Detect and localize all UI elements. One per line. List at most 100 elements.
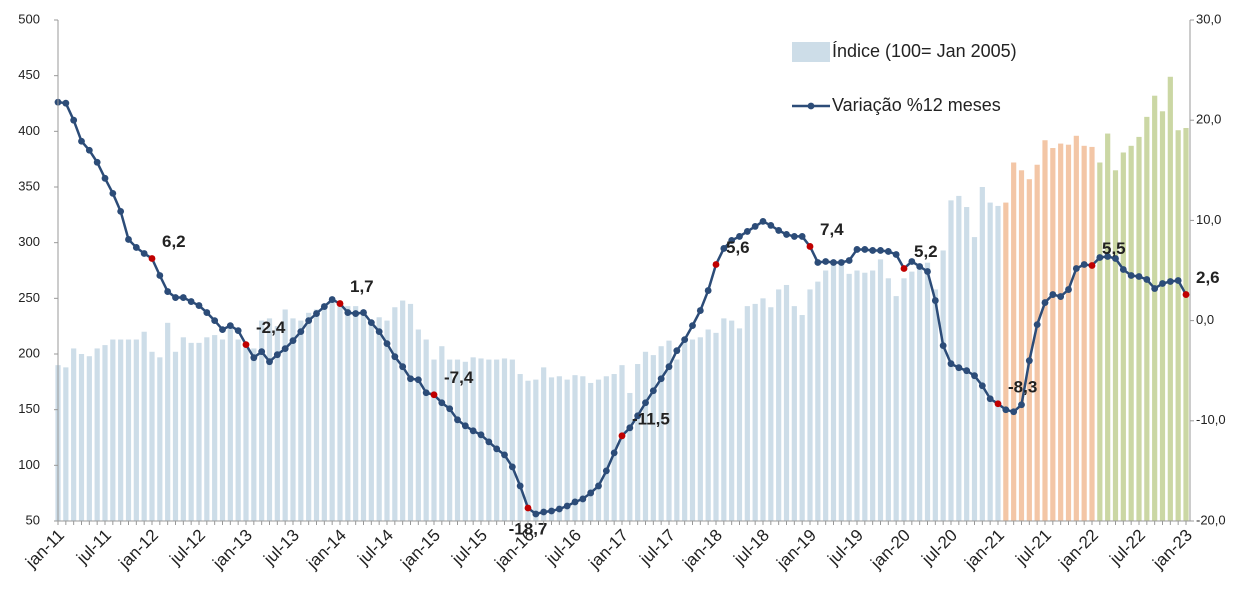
- x-tick-label: jan-18: [678, 526, 726, 574]
- marker: [1166, 278, 1174, 285]
- marker: [469, 427, 477, 435]
- data-label: 5,5: [1102, 239, 1126, 258]
- y-tick-label: 250: [18, 290, 40, 305]
- bar: [1175, 130, 1181, 521]
- marker: [1174, 277, 1182, 284]
- marker: [649, 387, 657, 395]
- marker: [548, 507, 555, 515]
- x-tick-label: jul-14: [353, 526, 397, 570]
- marker: [1104, 253, 1112, 260]
- bar: [290, 318, 296, 521]
- bar: [595, 379, 602, 521]
- marker: [563, 502, 571, 510]
- marker: [978, 382, 986, 390]
- marker: [532, 510, 540, 518]
- marker: [861, 246, 869, 253]
- marker: [164, 288, 172, 295]
- marker: [634, 412, 642, 420]
- data-label: 5,6: [726, 238, 750, 257]
- marker: [626, 424, 634, 432]
- marker: [916, 263, 924, 270]
- bar: [110, 339, 116, 521]
- bar: [611, 374, 617, 521]
- x-tick-label: jul-15: [447, 526, 491, 570]
- legend-swatch: [792, 42, 830, 62]
- bar: [838, 259, 844, 521]
- marker: [344, 309, 352, 316]
- x-tick-label: jan-14: [302, 526, 350, 574]
- marker: [1159, 280, 1166, 287]
- y2-tick-label: 10,0: [1196, 212, 1221, 227]
- marker: [798, 233, 806, 240]
- bar: [768, 307, 774, 521]
- highlight-marker: [336, 300, 344, 307]
- bar: [588, 382, 594, 521]
- highlight-marker: [900, 265, 908, 272]
- bar: [823, 270, 829, 521]
- bar: [525, 380, 531, 521]
- bar: [259, 320, 265, 521]
- y-tick-label: 300: [18, 234, 40, 249]
- bar: [133, 339, 139, 521]
- marker: [587, 489, 595, 497]
- marker: [602, 467, 610, 475]
- marker: [375, 328, 383, 336]
- bar: [196, 342, 202, 521]
- highlight-marker: [1088, 262, 1096, 269]
- marker: [830, 259, 837, 266]
- bar: [689, 339, 696, 521]
- bar: [1065, 144, 1072, 521]
- bar: [125, 339, 132, 521]
- x-tick-label: jan-17: [584, 526, 632, 574]
- y2-tick-label: 0,0: [1196, 312, 1214, 327]
- bar: [243, 342, 249, 521]
- marker: [610, 449, 618, 457]
- marker: [219, 326, 226, 334]
- marker: [657, 375, 665, 383]
- marker: [414, 376, 422, 384]
- x-tick-label: jul-22: [1105, 526, 1149, 570]
- marker: [673, 347, 681, 355]
- bar: [1120, 152, 1126, 521]
- bar: [423, 339, 429, 521]
- bar: [431, 359, 437, 521]
- bar: [744, 306, 750, 521]
- marker: [1018, 401, 1025, 409]
- bar: [235, 339, 241, 521]
- marker: [226, 322, 234, 330]
- x-tick-label: jul-16: [541, 526, 585, 570]
- bar: [1097, 162, 1103, 522]
- marker: [971, 372, 978, 380]
- marker: [1072, 265, 1080, 272]
- bar: [862, 272, 868, 521]
- x-tick-label: jul-13: [259, 526, 303, 570]
- marker: [955, 364, 963, 372]
- bar: [1105, 133, 1111, 521]
- x-tick-label: jul-12: [165, 526, 209, 570]
- marker: [360, 309, 367, 316]
- x-tick-label: jul-17: [635, 526, 679, 570]
- marker: [908, 258, 916, 265]
- marker: [1151, 285, 1159, 292]
- bar: [86, 356, 92, 521]
- marker: [203, 309, 211, 316]
- marker: [540, 508, 548, 516]
- bar: [909, 271, 915, 521]
- marker: [571, 498, 579, 506]
- bar: [102, 345, 108, 521]
- bar: [533, 379, 539, 521]
- bar: [204, 337, 210, 521]
- x-tick-label: jan-15: [396, 526, 444, 574]
- bar: [353, 306, 359, 521]
- bar: [1144, 116, 1150, 522]
- marker: [1127, 272, 1135, 279]
- y-tick-label: 400: [18, 123, 40, 138]
- y2-tick-label: 30,0: [1196, 11, 1221, 26]
- x-tick-label: jan-19: [772, 526, 820, 574]
- bar: [517, 374, 523, 521]
- bar: [180, 337, 186, 521]
- marker: [383, 340, 391, 348]
- marker: [446, 405, 454, 413]
- bar: [697, 337, 703, 521]
- y-tick-label: 150: [18, 401, 40, 416]
